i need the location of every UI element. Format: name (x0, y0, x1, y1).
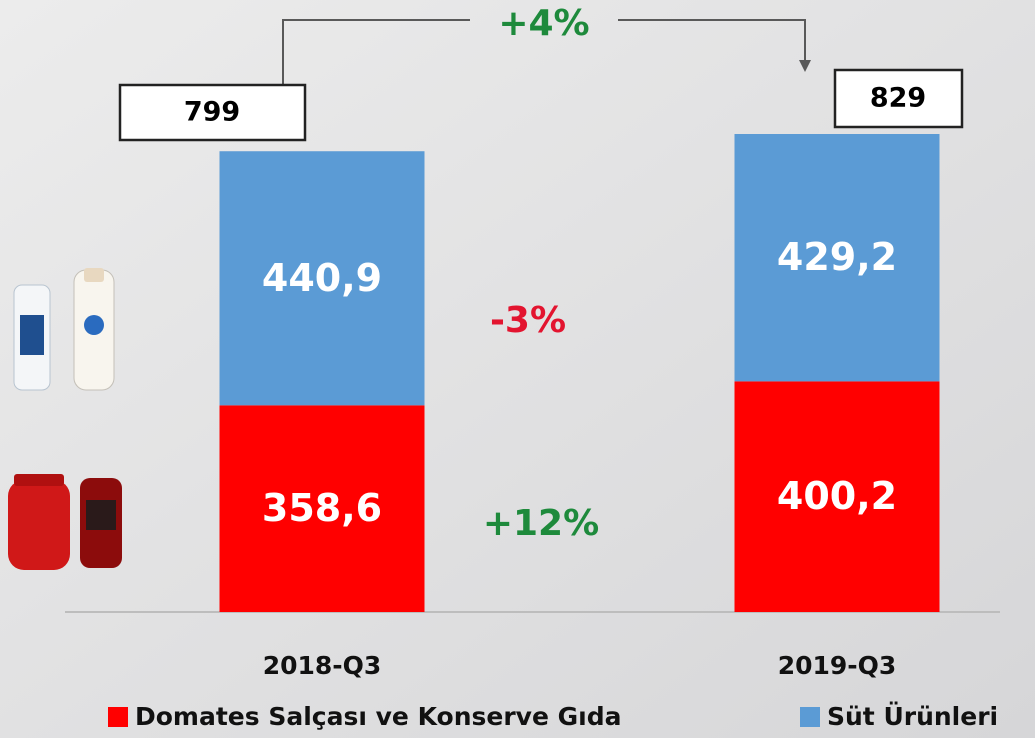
value-label: 429,2 (777, 235, 897, 279)
x-tick-label: 2019-Q3 (778, 651, 897, 680)
legend-swatch (800, 707, 820, 727)
page: 799 829 +4% -3% +12% 358,6 440,9 2018-Q3 40… (0, 0, 1035, 742)
annotation: -3% (490, 300, 566, 341)
value-label: 440,9 (262, 256, 382, 300)
chart: 799 829 +4% -3% +12% 358,6 440,9 2018-Q3 40… (0, 0, 1035, 738)
value-label: 358,6 (262, 486, 382, 530)
legend-swatch (108, 707, 128, 727)
total-label: 799 (184, 97, 240, 128)
annotation: +4% (498, 3, 589, 44)
legend-label: Domates Salçası ve Konserve Gıda (135, 702, 621, 731)
annotation: +12% (483, 503, 599, 544)
total-label: 829 (870, 83, 926, 114)
legend-label: Süt Ürünleri (827, 701, 998, 731)
tomato-products (8, 474, 122, 570)
x-tick-label: 2018-Q3 (263, 651, 382, 680)
value-label: 400,2 (777, 474, 897, 518)
